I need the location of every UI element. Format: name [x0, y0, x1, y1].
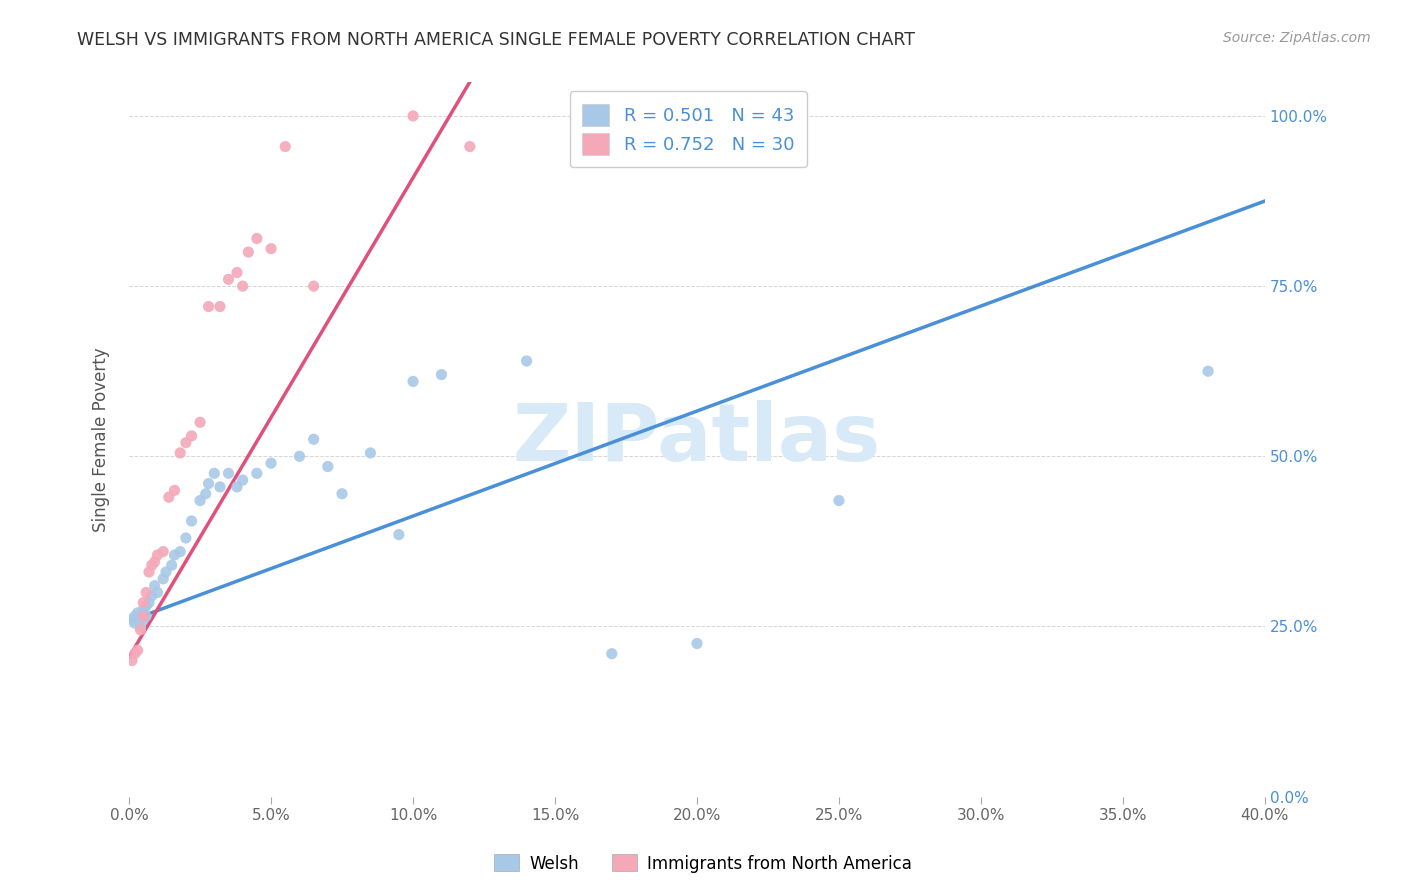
Point — [202, 467, 225, 481]
Point — [208, 300, 231, 314]
Point — [143, 579, 166, 593]
Point — [124, 609, 146, 624]
Point — [430, 368, 453, 382]
Point — [359, 446, 381, 460]
Legend: Welsh, Immigrants from North America: Welsh, Immigrants from North America — [488, 847, 918, 880]
Point — [238, 245, 260, 260]
Text: ZIPatlas: ZIPatlas — [513, 401, 882, 478]
Point — [174, 435, 197, 450]
Point — [316, 459, 339, 474]
Point — [169, 446, 191, 460]
Point — [124, 616, 146, 631]
Point — [132, 613, 155, 627]
Point — [188, 493, 211, 508]
Point — [152, 572, 174, 586]
Point — [402, 375, 425, 389]
Point — [217, 272, 239, 286]
Point — [232, 473, 254, 487]
Point — [138, 596, 160, 610]
Point — [208, 480, 231, 494]
Point — [217, 467, 239, 481]
Point — [188, 415, 211, 429]
Point — [124, 647, 146, 661]
Point — [132, 596, 155, 610]
Point — [402, 109, 425, 123]
Point — [260, 242, 283, 256]
Point — [132, 609, 155, 624]
Point — [160, 558, 183, 573]
Point — [138, 565, 160, 579]
Point — [302, 279, 325, 293]
Point — [274, 139, 297, 153]
Point — [132, 602, 155, 616]
Point — [246, 231, 269, 245]
Point — [129, 623, 152, 637]
Point — [174, 531, 197, 545]
Point — [180, 514, 202, 528]
Point — [135, 599, 157, 613]
Point — [828, 493, 851, 508]
Point — [157, 490, 180, 504]
Point — [600, 647, 623, 661]
Point — [141, 589, 163, 603]
Point — [121, 654, 143, 668]
Point — [226, 266, 249, 280]
Point — [163, 548, 186, 562]
Point — [194, 487, 217, 501]
Point — [288, 450, 311, 464]
Point — [180, 429, 202, 443]
Point — [226, 480, 249, 494]
Point — [127, 606, 149, 620]
Point — [197, 300, 219, 314]
Point — [686, 636, 709, 650]
Text: WELSH VS IMMIGRANTS FROM NORTH AMERICA SINGLE FEMALE POVERTY CORRELATION CHART: WELSH VS IMMIGRANTS FROM NORTH AMERICA S… — [77, 31, 915, 49]
Point — [121, 613, 143, 627]
Point — [135, 585, 157, 599]
Point — [388, 527, 411, 541]
Point — [169, 544, 191, 558]
Point — [197, 476, 219, 491]
Point — [1197, 364, 1219, 378]
Point — [152, 544, 174, 558]
Point — [127, 643, 149, 657]
Point — [458, 139, 481, 153]
Point — [516, 354, 538, 368]
Point — [143, 555, 166, 569]
Point — [155, 565, 177, 579]
Legend: R = 0.501   N = 43, R = 0.752   N = 30: R = 0.501 N = 43, R = 0.752 N = 30 — [569, 91, 807, 168]
Y-axis label: Single Female Poverty: Single Female Poverty — [93, 347, 110, 532]
Point — [260, 456, 283, 470]
Point — [146, 548, 169, 562]
Point — [141, 558, 163, 573]
Point — [246, 467, 269, 481]
Point — [330, 487, 353, 501]
Text: Source: ZipAtlas.com: Source: ZipAtlas.com — [1223, 31, 1371, 45]
Point — [232, 279, 254, 293]
Point — [163, 483, 186, 498]
Point — [129, 619, 152, 633]
Point — [135, 609, 157, 624]
Point — [302, 432, 325, 446]
Point — [146, 585, 169, 599]
